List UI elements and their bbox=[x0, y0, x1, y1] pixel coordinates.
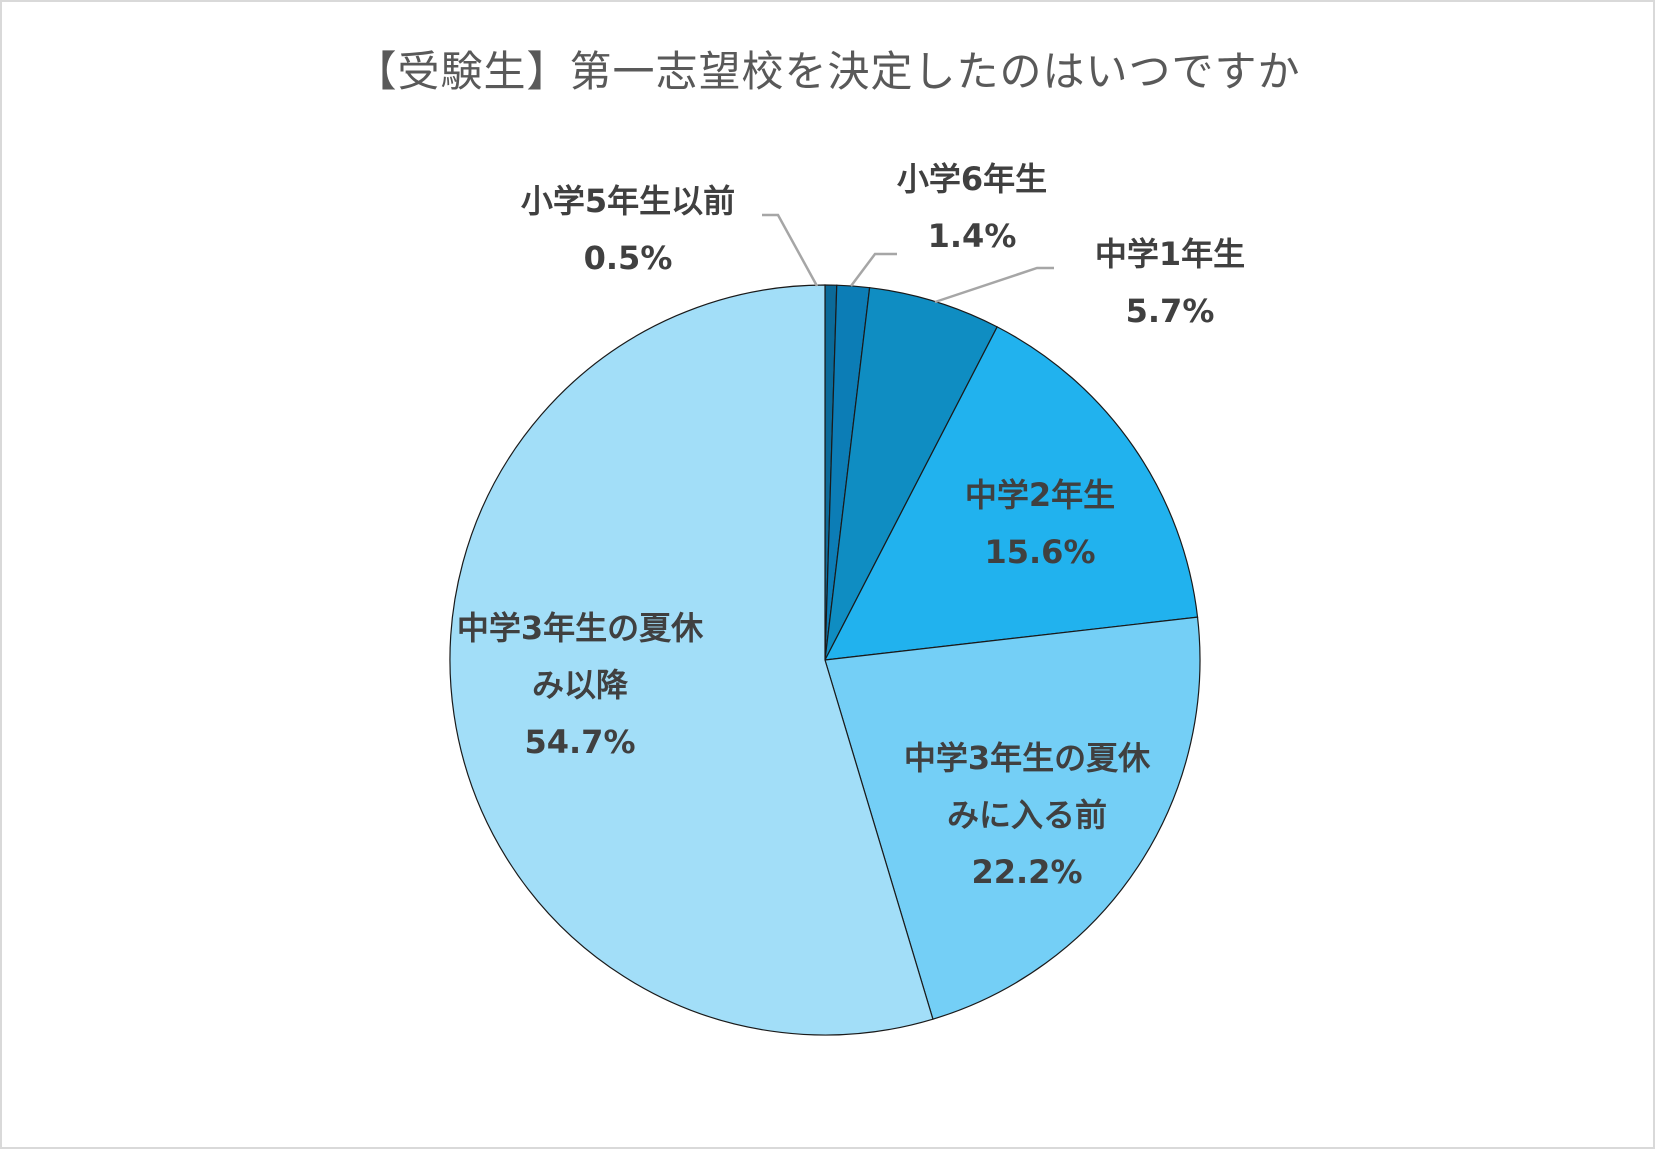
leader-line-2 bbox=[850, 252, 897, 287]
slice-category-label-3: 中学1年生 bbox=[1095, 235, 1245, 273]
slice-category-label-6: 中学3年生の夏休 bbox=[457, 609, 704, 647]
slice-category-label-2: 小学6年生 bbox=[897, 160, 1047, 198]
leader-lines bbox=[762, 213, 1054, 304]
slice-labels: 小学5年生以前 0.5% 小学6年生 1.4% 中学1年生 5.7% 中学2年生 15.6% 中… bbox=[457, 160, 1245, 891]
slice-category-label-1: 小学5年生以前 bbox=[521, 182, 735, 220]
slice-value-label-4: 15.6% bbox=[984, 533, 1095, 571]
leader-line-3 bbox=[934, 266, 1054, 304]
pie-slice-5 bbox=[824, 616, 1201, 1020]
slice-value-label-2: 1.4% bbox=[928, 217, 1017, 255]
slice-category-label-5: みに入る前 bbox=[947, 796, 1107, 834]
slice-value-label-6: 54.7% bbox=[524, 723, 635, 761]
slice-category-label-5: 中学3年生の夏休 bbox=[904, 739, 1151, 777]
leader-line-1 bbox=[762, 213, 819, 287]
slice-value-label-1: 0.5% bbox=[584, 239, 673, 277]
slice-value-label-5: 22.2% bbox=[971, 853, 1082, 891]
chart-title: 【受験生】第一志望校を決定したのはいつですか bbox=[354, 47, 1301, 96]
pie-slice-6 bbox=[449, 284, 934, 1036]
pie-slice-4 bbox=[823, 326, 1199, 661]
slice-value-label-3: 5.7% bbox=[1126, 292, 1215, 330]
slice-category-label-4: 中学2年生 bbox=[965, 476, 1115, 514]
slice-category-label-6: み以降 bbox=[532, 666, 629, 704]
pie-slices bbox=[449, 284, 1201, 1036]
